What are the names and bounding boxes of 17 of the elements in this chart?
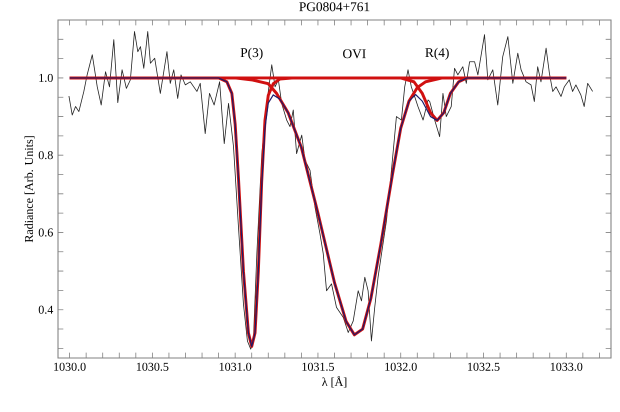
y-tick-label: 0.6: [38, 228, 53, 237]
x-tick-label: 1032.5: [468, 362, 500, 371]
chart-title: PG0804+761: [299, 2, 370, 12]
x-tick-label: 1031.5: [302, 362, 334, 371]
x-tick-label: 1032.0: [385, 362, 417, 371]
x-tick-label: 1033.0: [550, 362, 582, 371]
y-axis-title: Radiance [Arb. Units]: [24, 136, 34, 242]
y-tick-label: 0.8: [38, 151, 53, 160]
annotation: OVI: [343, 49, 366, 58]
x-tick-label: 1030.5: [136, 362, 168, 371]
x-tick-label: 1030.0: [54, 362, 86, 371]
y-tick-label: 0.4: [38, 306, 54, 314]
annotation: P(3): [240, 48, 263, 60]
annotation: R(4): [425, 48, 449, 60]
x-axis-title: λ [Å]: [322, 376, 346, 388]
y-tick-label: 1.0: [39, 74, 53, 82]
x-tick-label: 1031.0: [220, 362, 252, 371]
